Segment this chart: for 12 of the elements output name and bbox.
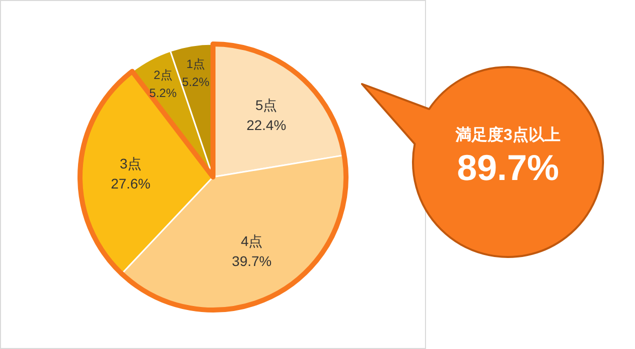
slice-label: 1点: [186, 57, 206, 72]
text: 満足度3点以上: [454, 125, 560, 144]
slice-label: 3点: [120, 156, 142, 172]
data-label: 39.7%: [232, 252, 272, 269]
data-label: 27.6%: [110, 176, 150, 192]
data-label: 5.2%: [182, 75, 210, 90]
slice-label: 2点: [154, 68, 172, 82]
data-label: 22.4%: [246, 117, 286, 134]
data-label: 5.2%: [149, 86, 177, 100]
slice-label: 5点: [255, 97, 278, 114]
text: 89.7%: [456, 147, 560, 188]
slice-label: 4点: [240, 232, 263, 249]
